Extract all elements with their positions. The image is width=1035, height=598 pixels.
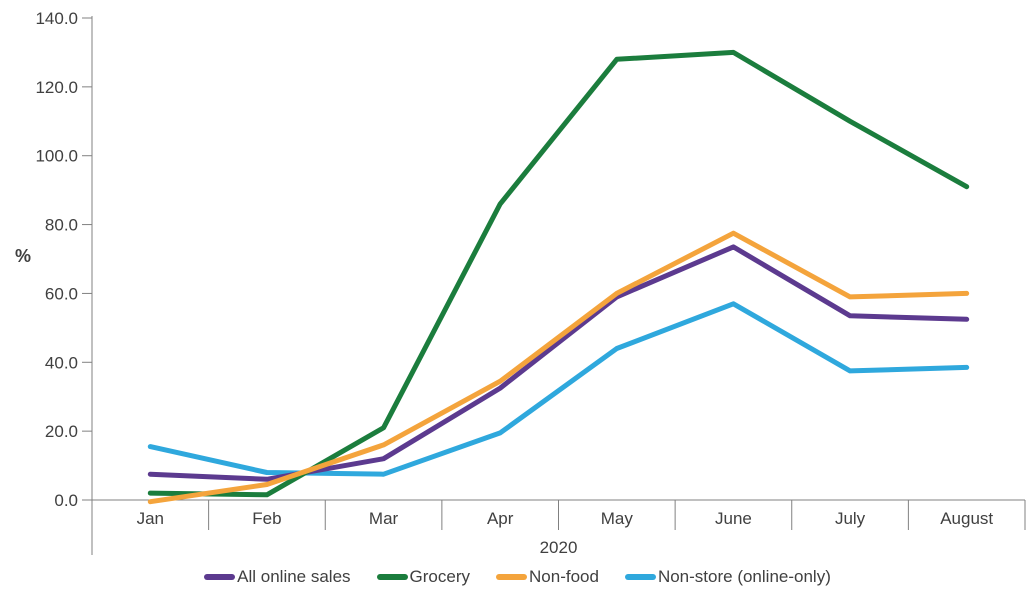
x-axis-month-label: Feb <box>252 509 281 528</box>
series-line-grocery <box>147 49 970 498</box>
x-axis-month-label: June <box>715 509 752 528</box>
legend: All online sales Grocery Non-food Non-store… <box>0 567 1035 587</box>
legend-swatch-icon <box>204 574 236 580</box>
x-axis-month-label: Mar <box>369 509 399 528</box>
series-line-non-store-online-only <box>147 301 970 477</box>
y-axis-tick-label: 80.0 <box>45 216 78 235</box>
legend-item-label: Non-food <box>529 567 599 586</box>
x-axis-month-label: August <box>940 509 993 528</box>
x-axis-month-label: July <box>835 509 866 528</box>
series-line-non-food <box>147 230 970 505</box>
legend-swatch-icon <box>496 574 528 580</box>
y-axis-tick-label: 100.0 <box>35 147 78 166</box>
y-axis-unit-label: % <box>15 246 32 266</box>
legend-item-all-online-sales: All online sales <box>204 567 351 587</box>
y-axis-tick-label: 140.0 <box>35 9 78 28</box>
legend-item-non-store-online-only: Non-store (online-only) <box>624 567 831 587</box>
y-axis-tick-label: 0.0 <box>54 491 78 510</box>
legend-swatch-icon <box>624 574 656 580</box>
legend-item-non-food: Non-food <box>496 567 599 587</box>
y-axis-tick-label: 20.0 <box>45 422 78 441</box>
legend-item-label: All online sales <box>237 567 351 586</box>
legend-item-label: Grocery <box>409 567 471 586</box>
x-axis-month-label: Jan <box>137 509 164 528</box>
y-axis-tick-label: 60.0 <box>45 284 78 303</box>
y-axis-tick-label: 40.0 <box>45 353 78 372</box>
y-axis-tick-label: 120.0 <box>35 78 78 97</box>
legend-swatch-icon <box>376 574 408 580</box>
legend-item-grocery: Grocery <box>376 567 471 587</box>
legend-item-label: Non-store (online-only) <box>657 567 831 586</box>
x-axis-year-label: 2020 <box>539 538 578 557</box>
x-axis-month-label: Apr <box>487 509 514 528</box>
series-line-all-online-sales <box>147 244 970 482</box>
x-axis-month-label: May <box>601 509 634 528</box>
